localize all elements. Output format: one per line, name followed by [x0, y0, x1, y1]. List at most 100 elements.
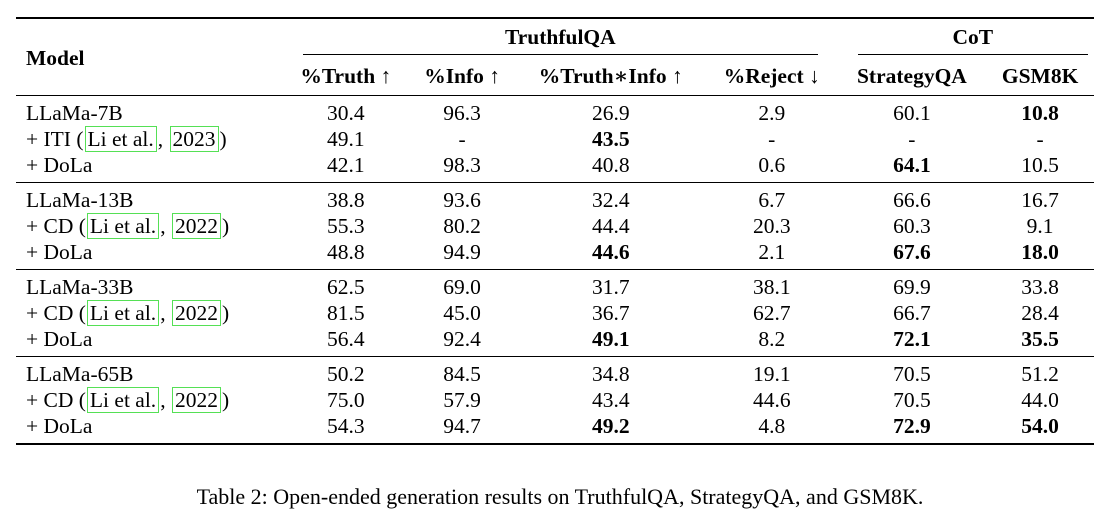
- model-cell: LLaMa-7B: [16, 96, 283, 127]
- value-cell: -: [908, 127, 916, 151]
- table-row: + DoLa 54.3 94.7 49.2 4.8 72.9 54.0: [16, 413, 1094, 445]
- citation-author-link[interactable]: Li et al.: [86, 300, 160, 326]
- table-row: + DoLa 48.8 94.9 44.6 2.1 67.6 18.0: [16, 239, 1094, 270]
- value-cell: 62.7: [752, 301, 791, 325]
- value-cell: 94.9: [443, 240, 481, 264]
- citation-author-link[interactable]: Li et al.: [86, 387, 160, 413]
- value-cell: 98.3: [443, 153, 481, 177]
- model-cell: + CD (Li et al., 2022): [26, 213, 230, 239]
- value-cell: 18.0: [1021, 240, 1059, 264]
- value-cell: 43.4: [591, 388, 630, 412]
- value-cell: 50.2: [327, 362, 365, 386]
- model-name: + ITI: [26, 127, 71, 151]
- value-cell: 2.9: [758, 101, 786, 125]
- col-strategyqa: StrategyQA: [837, 59, 987, 96]
- value-cell: 33.8: [1021, 275, 1059, 299]
- value-cell: 2.1: [758, 240, 786, 264]
- value-cell: 10.5: [1021, 153, 1059, 177]
- col-truth-info: %Truth∗Info ↑: [515, 59, 706, 96]
- value-cell: 38.1: [752, 275, 791, 299]
- table-row: LLaMa-65B 50.2 84.5 34.8 19.1 70.5 51.2: [16, 356, 1094, 388]
- value-cell: 20.3: [752, 214, 791, 238]
- value-cell: 44.0: [1021, 388, 1059, 412]
- model-name: + DoLa: [26, 327, 93, 351]
- value-cell: 70.5: [893, 362, 931, 386]
- value-cell: 75.0: [327, 388, 365, 412]
- value-cell: 62.5: [327, 275, 365, 299]
- value-cell: 42.1: [327, 153, 365, 177]
- value-cell: 44.4: [591, 214, 630, 238]
- header-row-columns: %Truth ↑ %Info ↑ %Truth∗Info ↑ %Reject ↓…: [16, 59, 1094, 96]
- value-cell: 66.6: [893, 188, 931, 212]
- model-name: + DoLa: [26, 240, 93, 264]
- value-cell: 56.4: [327, 327, 365, 351]
- model-cell: + ITI (Li et al., 2023): [26, 126, 227, 152]
- model-cell: + CD (Li et al., 2022): [26, 300, 230, 326]
- value-cell: 72.9: [837, 413, 987, 445]
- value-cell: 81.5: [327, 301, 365, 325]
- col-reject: %Reject ↓: [705, 59, 838, 96]
- value-cell: 35.5: [1021, 327, 1059, 351]
- value-cell: 32.4: [591, 188, 630, 212]
- model-cell: LLaMa-33B: [16, 270, 283, 301]
- value-cell: 69.9: [893, 275, 931, 299]
- value-cell: -: [1036, 127, 1044, 151]
- table-row: LLaMa-33B 62.5 69.0 31.7 38.1 69.9 33.8: [16, 269, 1094, 301]
- header-group-cot: CoT: [838, 18, 1094, 59]
- model-cell: LLaMa-13B: [16, 183, 283, 214]
- citation-author-link[interactable]: Li et al.: [84, 126, 157, 152]
- col-gsm8k: GSM8K: [986, 59, 1094, 96]
- value-cell: 26.9: [591, 101, 630, 125]
- value-cell: 49.2: [515, 413, 706, 445]
- value-cell: 16.7: [1021, 188, 1059, 212]
- value-cell: 54.3: [283, 413, 409, 445]
- table-row: + CD (Li et al., 2022) 55.3 80.2 44.4 20.3 60…: [16, 213, 1094, 239]
- model-cell: + DoLa: [16, 239, 283, 270]
- value-cell: 67.6: [893, 240, 931, 264]
- model-cell: LLaMa-65B: [16, 357, 283, 388]
- model-cell: + DoLa: [16, 413, 284, 445]
- citation-year-link[interactable]: 2022: [171, 213, 221, 239]
- value-cell: 48.8: [327, 240, 365, 264]
- model-name: LLaMa-7B: [26, 101, 123, 125]
- table-row: + CD (Li et al., 2022) 75.0 57.9 43.4 44.6 70…: [16, 387, 1094, 413]
- citation-year-link[interactable]: 2022: [171, 387, 221, 413]
- value-cell: 6.7: [758, 188, 786, 212]
- value-cell: 66.7: [893, 301, 931, 325]
- citation-year-link[interactable]: 2022: [171, 300, 221, 326]
- value-cell: 80.2: [443, 214, 481, 238]
- table-row: + CD (Li et al., 2022) 81.5 45.0 36.7 62.7 66…: [16, 300, 1094, 326]
- value-cell: 92.4: [443, 327, 481, 351]
- value-cell: 45.0: [443, 301, 481, 325]
- value-cell: -: [458, 127, 466, 151]
- table-row: LLaMa-13B 38.8 93.6 32.4 6.7 66.6 16.7: [16, 182, 1094, 214]
- truthfulqa-label: TruthfulQA: [303, 24, 818, 55]
- value-cell: 10.8: [1021, 101, 1059, 125]
- value-cell: 43.5: [591, 127, 630, 151]
- table-body: LLaMa-7B 30.4 96.3 26.9 2.9 60.1 10.8 + ITI (Li…: [16, 96, 1094, 445]
- table-row: + DoLa 42.1 98.3 40.8 0.6 64.1 10.5: [16, 152, 1094, 183]
- header-row-groups: Model TruthfulQA CoT: [16, 18, 1094, 96]
- col-truth: %Truth ↑: [283, 59, 409, 96]
- value-cell: 70.5: [893, 388, 931, 412]
- table-row: + ITI (Li et al., 2023) 49.1 - 43.5 - - -: [16, 126, 1094, 152]
- header-model: Model: [16, 18, 284, 96]
- value-cell: 28.4: [1021, 301, 1059, 325]
- model-cell: + CD (Li et al., 2022): [26, 387, 230, 413]
- value-cell: 4.8: [705, 413, 838, 445]
- value-cell: 96.3: [443, 101, 481, 125]
- model-name: LLaMa-13B: [26, 188, 134, 212]
- table-row: + DoLa 56.4 92.4 49.1 8.2 72.1 35.5: [16, 326, 1094, 357]
- value-cell: 19.1: [752, 362, 791, 386]
- citation-author-link[interactable]: Li et al.: [86, 213, 160, 239]
- value-cell: 93.6: [443, 188, 481, 212]
- value-cell: 38.8: [327, 188, 365, 212]
- value-cell: 31.7: [591, 275, 630, 299]
- model-name: LLaMa-65B: [26, 362, 134, 386]
- value-cell: 54.0: [986, 413, 1094, 445]
- model-name: LLaMa-33B: [26, 275, 134, 299]
- value-cell: 60.1: [893, 101, 931, 125]
- model-cell: + DoLa: [16, 152, 283, 183]
- citation-year-link[interactable]: 2023: [169, 126, 219, 152]
